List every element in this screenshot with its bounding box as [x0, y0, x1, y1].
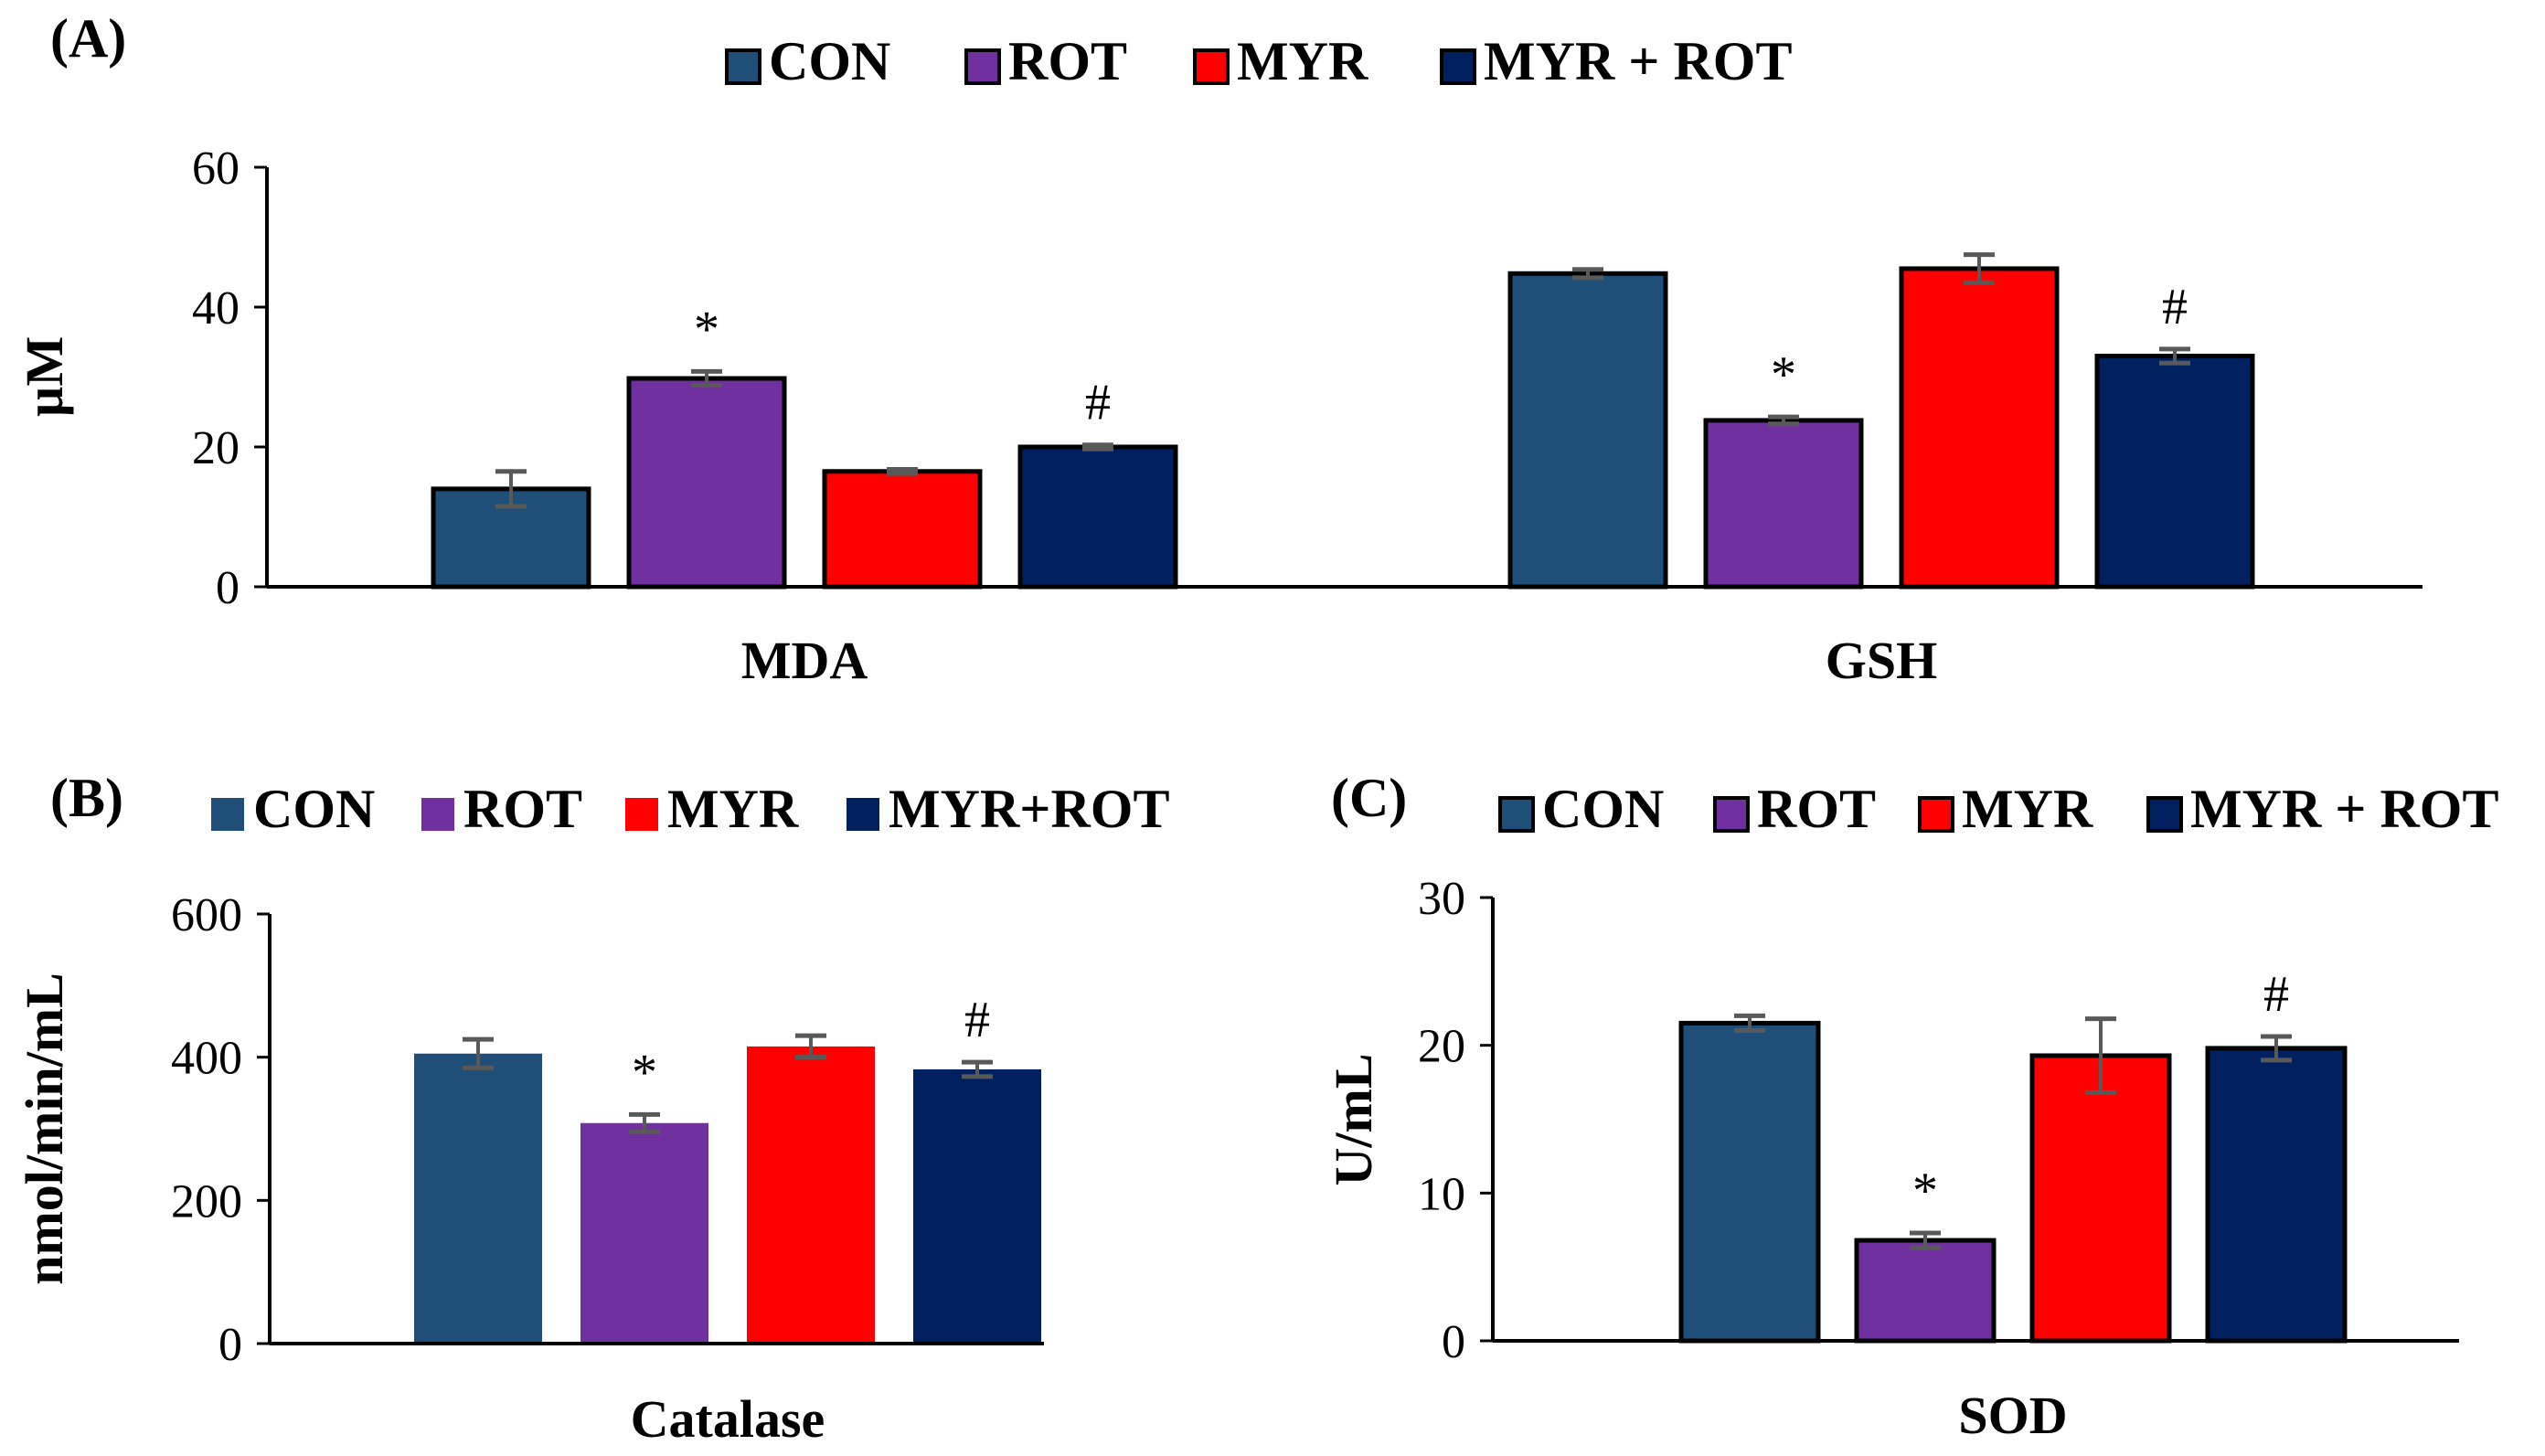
bar-sod-rot [1854, 1238, 1997, 1344]
legend-label-rot: ROT [463, 779, 582, 839]
significance-hash: # [2162, 279, 2188, 335]
category-label-gsh: GSH [1826, 631, 1938, 690]
bar-mda-myr-rot [1017, 444, 1178, 590]
bar-sod-myr-rot [2205, 1046, 2348, 1344]
legend-swatch-con [211, 798, 244, 831]
y-tick-label: 0 [216, 562, 240, 614]
y-tick-label: 10 [1418, 1168, 1465, 1220]
panel-c-chart: (C) CON ROT MYR MYR + ROT 0 10 20 30 U/mL * # SOD [1324, 768, 2499, 1445]
panel-label: (C) [1331, 768, 1407, 828]
significance-hash: # [964, 992, 990, 1048]
category-label-sod: SOD [1958, 1386, 2067, 1445]
bar-mda-myr [822, 469, 983, 590]
bar-gsh-myr [1899, 266, 2060, 590]
panel-b-chart: (B) CON ROT MYR MYR+ROT 0 200 400 600 nmol/min/mL… [15, 768, 1170, 1449]
category-label-mda: MDA [741, 631, 868, 690]
legend-label-con: CON [1542, 779, 1664, 839]
legend-swatch-con [725, 48, 761, 85]
legend-swatch-myr-rot [2146, 796, 2183, 833]
y-tick-label: 600 [171, 889, 242, 941]
panel-label: (A) [50, 8, 126, 69]
y-tick-label: 200 [171, 1175, 242, 1228]
y-tick-label: 20 [1418, 1021, 1465, 1073]
y-axis-label: U/mL [1324, 1054, 1383, 1186]
legend-label-con: CON [253, 779, 375, 839]
legend-label-myr-rot: MYR + ROT [1484, 31, 1793, 91]
legend-swatch-myr-rot [1440, 48, 1476, 85]
y-tick-label: 40 [192, 282, 240, 335]
bar-mda-rot [626, 376, 787, 590]
y-axis-label: µM [15, 336, 74, 417]
significance-asterisk: * [1771, 346, 1796, 403]
bar-catalase-rot [580, 1122, 708, 1344]
legend-swatch-myr-rot [847, 798, 879, 831]
legend-swatch-rot [421, 798, 454, 831]
legend-swatch-rot [1713, 796, 1750, 833]
legend-label-rot: ROT [1757, 779, 1876, 839]
legend-label-myr-rot: MYR + ROT [2190, 779, 2499, 839]
panel-label: (B) [50, 768, 123, 828]
legend-label-myr: MYR [1962, 779, 2093, 839]
y-tick-label: 20 [192, 422, 240, 474]
bar-catalase-con [414, 1053, 542, 1344]
bar-catalase-myr [747, 1046, 875, 1344]
category-label-catalase: Catalase [631, 1389, 825, 1449]
bar-gsh-myr-rot [2094, 354, 2255, 590]
y-axis-label: nmol/min/mL [15, 972, 74, 1285]
bar-gsh-rot [1703, 418, 1864, 590]
significance-asterisk: * [1912, 1163, 1938, 1219]
y-tick-label: 0 [218, 1319, 242, 1371]
legend-label-myr-rot: MYR+ROT [889, 779, 1170, 839]
significance-hash: # [2263, 966, 2289, 1023]
y-tick-label: 60 [192, 143, 240, 195]
legend-swatch-myr [625, 798, 658, 831]
significance-asterisk: * [632, 1044, 657, 1100]
significance-hash: # [1085, 375, 1111, 431]
y-tick-label: 400 [171, 1033, 242, 1085]
legend-swatch-myr [1193, 48, 1230, 85]
bar-sod-con [1678, 1020, 1821, 1344]
bar-sod-myr [2029, 1053, 2172, 1344]
bar-catalase-myr-rot [913, 1068, 1041, 1344]
legend-label-rot: ROT [1008, 31, 1127, 91]
legend-swatch-myr [1918, 796, 1954, 833]
legend-label-myr: MYR [667, 779, 799, 839]
y-tick-label: 0 [1442, 1316, 1465, 1368]
legend-label-myr: MYR [1237, 31, 1368, 91]
panel-a-chart: (A) CON ROT MYR MYR + ROT 0 20 40 60 µM * # MDA * # GSH [15, 8, 2423, 690]
significance-asterisk: * [694, 301, 719, 357]
legend-swatch-rot [964, 48, 1001, 85]
bar-gsh-con [1507, 271, 1668, 590]
y-tick-label: 30 [1418, 873, 1465, 925]
legend-label-con: CON [769, 31, 890, 91]
legend-swatch-con [1498, 796, 1535, 833]
